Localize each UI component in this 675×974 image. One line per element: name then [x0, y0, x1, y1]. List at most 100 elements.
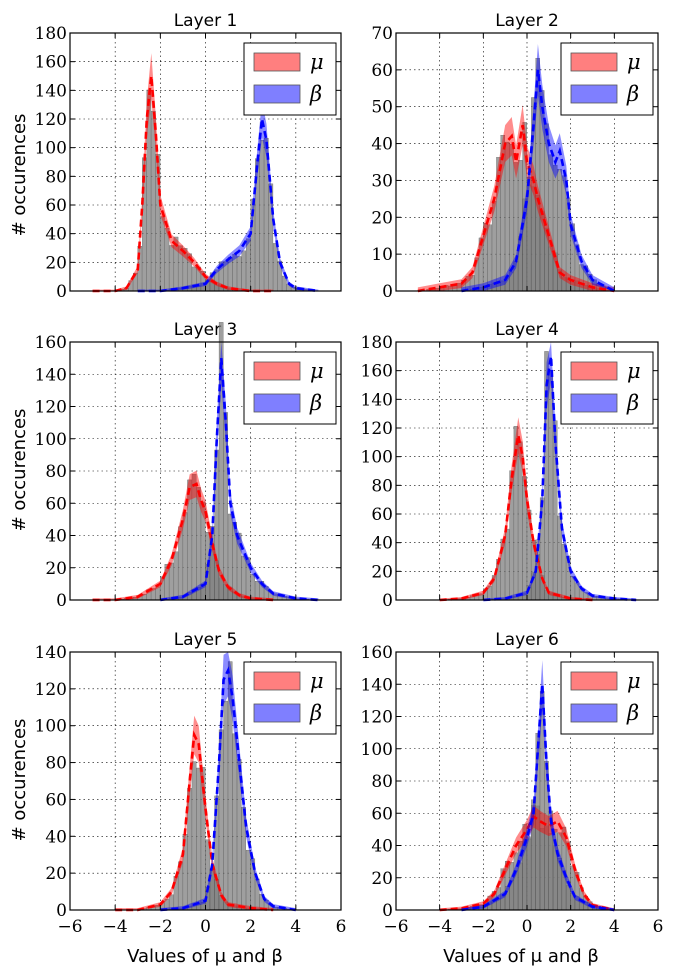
hist-bar	[191, 761, 197, 911]
mu-curve	[92, 482, 274, 602]
y-tick-label: 100	[35, 717, 67, 737]
beta-legend-label: β	[309, 82, 322, 106]
beta-legend-swatch	[253, 84, 301, 104]
panel-title: Layer 4	[495, 320, 559, 340]
panel-title: Layer 2	[495, 11, 559, 31]
y-tick-label: 20	[371, 869, 393, 889]
hist-bar	[553, 164, 558, 292]
y-tick-label: 40	[371, 534, 393, 554]
y-tick-label: 30	[371, 171, 393, 191]
hist-bar	[232, 733, 237, 911]
x-tick-label: −2	[471, 917, 496, 937]
mu-legend-label: μ	[310, 50, 324, 74]
y-tick-label: 0	[56, 282, 67, 302]
hist-bar	[196, 767, 201, 911]
y-tick-label: 70	[371, 24, 393, 44]
beta-legend-label: β	[626, 701, 639, 725]
y-tick-label: 60	[45, 790, 67, 810]
y-tick-label: 20	[45, 559, 67, 579]
legend: μβ	[560, 661, 654, 735]
y-tick-label: 0	[382, 282, 393, 302]
x-tick-label: −4	[103, 917, 128, 937]
hist-bar	[223, 700, 228, 911]
y-tick-label: 160	[35, 333, 67, 353]
beta-legend-swatch	[570, 84, 618, 104]
y-tick-label: 0	[56, 901, 67, 921]
hist-bar	[245, 849, 251, 911]
beta-band	[461, 44, 615, 291]
y-tick-label: 80	[45, 754, 67, 774]
hist-bar	[526, 838, 532, 911]
mu-legend-label: μ	[310, 669, 324, 693]
mu-legend-swatch	[570, 671, 618, 691]
legend: μβ	[243, 42, 337, 116]
mu-curve	[92, 75, 274, 293]
mu-curve	[439, 434, 593, 602]
mu-curve	[417, 124, 615, 293]
mu-legend-label: μ	[627, 50, 641, 74]
y-axis-title-row2: # occurences	[9, 409, 30, 532]
hist-bar	[273, 243, 278, 292]
beta-legend-swatch	[253, 393, 301, 413]
y-tick-label: 60	[371, 804, 393, 824]
y-tick-label: 0	[382, 591, 393, 611]
x-tick-label: 4	[290, 917, 301, 937]
y-tick-label: 60	[371, 505, 393, 525]
beta-legend-label: β	[626, 82, 639, 106]
x-tick-label: 2	[565, 917, 576, 937]
y-tick-label: 100	[361, 448, 393, 468]
y-tick-label: 120	[35, 398, 67, 418]
x-tick-label: −6	[383, 917, 408, 937]
y-tick-label: 20	[45, 864, 67, 884]
mu-curve	[115, 730, 274, 912]
beta-legend-swatch	[570, 393, 618, 413]
hist-bar	[548, 154, 554, 292]
mu-curve	[439, 814, 615, 912]
mu-legend-label: μ	[627, 359, 641, 383]
panel-1: Layer 1 0 20 40 60 80 100 120 140 160 180 μβ	[35, 11, 342, 302]
mu-legend-swatch	[253, 361, 301, 381]
panel-title: Layer 5	[174, 630, 238, 650]
y-tick-label: 140	[361, 675, 393, 695]
y-tick-label: 0	[382, 901, 393, 921]
beta-curve	[461, 684, 615, 912]
panel-title: Layer 1	[174, 11, 238, 31]
beta-legend-swatch	[253, 703, 301, 723]
y-tick-label: 120	[361, 708, 393, 728]
y-tick-label: 40	[45, 827, 67, 847]
y-tick-label: 80	[45, 167, 67, 187]
x-tick-label: 6	[336, 917, 347, 937]
x-tick-label: −6	[57, 917, 82, 937]
hist-bar	[173, 551, 179, 601]
y-tick-label: 50	[371, 98, 393, 118]
beta-legend-label: β	[309, 391, 322, 415]
y-axis-title-row3: # occurences	[9, 719, 30, 842]
x-axis-title-left: Values of μ and β	[127, 946, 283, 967]
hist-bar	[561, 543, 567, 601]
mu-band	[439, 805, 615, 910]
hist-bar	[169, 562, 174, 601]
hist-bar	[518, 862, 523, 911]
panel-2: Layer 2 0 10 20 30 40 50 60 70 μβ	[371, 11, 659, 302]
legend: μβ	[243, 351, 337, 425]
y-tick-label: 100	[361, 740, 393, 760]
legend: μβ	[560, 351, 654, 425]
y-tick-label: 40	[45, 225, 67, 245]
x-tick-label: 0	[522, 917, 533, 937]
y-tick-label: 120	[35, 110, 67, 130]
beta-legend-swatch	[570, 703, 618, 723]
mu-legend-swatch	[570, 52, 618, 72]
y-tick-label: 60	[371, 61, 393, 81]
y-tick-label: 120	[361, 419, 393, 439]
hist-bar	[245, 238, 251, 292]
hist-bar	[505, 528, 510, 601]
legend: μβ	[560, 42, 654, 116]
y-tick-label: 160	[361, 362, 393, 382]
panel-3: Layer 3 0 20 40 60 80 100 120 140 160 μβ	[35, 320, 342, 611]
y-tick-label: 60	[45, 196, 67, 216]
y-tick-label: 160	[361, 643, 393, 663]
x-tick-label: 4	[609, 917, 620, 937]
panel-title: Layer 6	[495, 630, 559, 650]
